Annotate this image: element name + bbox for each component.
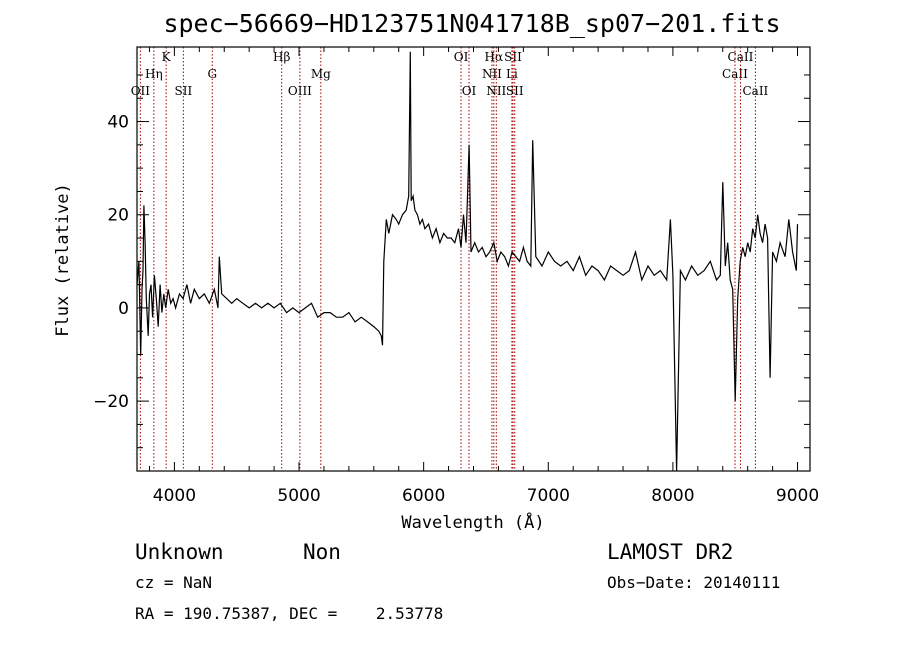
chart-title: spec−56669−HD123751N041718B_sp07−201.fit… bbox=[163, 9, 780, 38]
redshift-readout: cz = NaN bbox=[135, 573, 212, 592]
x-axis-label: Wavelength (Å) bbox=[401, 511, 544, 533]
x-tick-label-0: 4000 bbox=[153, 486, 196, 506]
marker-label-9: OI bbox=[462, 84, 477, 98]
y-axis-label: Flux (relative) bbox=[53, 183, 73, 337]
y-tick-label-1: 0 bbox=[118, 299, 129, 319]
marker-label-11: NII bbox=[482, 67, 502, 81]
marker-label-8: OI bbox=[454, 50, 469, 64]
x-tick-label-2: 6000 bbox=[402, 486, 445, 506]
marker-label-13: SII bbox=[504, 50, 522, 64]
x-tick-label-5: 9000 bbox=[776, 486, 819, 506]
marker-label-3: SII bbox=[175, 84, 193, 98]
marker-label-1: Hη bbox=[145, 67, 163, 81]
x-tick-label-4: 8000 bbox=[651, 486, 694, 506]
marker-label-4: G bbox=[207, 67, 217, 81]
y-tick-label-2: 20 bbox=[107, 206, 129, 226]
axis-ticks: 4000 5000 6000 7000 8000 9000 −20 0 20 40 bbox=[93, 47, 819, 506]
marker-label-5: Hβ bbox=[273, 50, 290, 64]
x-tick-label-3: 7000 bbox=[527, 486, 570, 506]
y-tick-label-0: −20 bbox=[93, 392, 129, 412]
marker-label-6: OIII bbox=[288, 84, 312, 98]
marker-label-15: SII bbox=[506, 84, 524, 98]
marker-label-18: CaII bbox=[742, 84, 768, 98]
plot-frame bbox=[136, 46, 811, 472]
object-class: Unknown bbox=[135, 540, 224, 564]
marker-label-17: CaII bbox=[728, 50, 754, 64]
marker-label-16: CaII bbox=[722, 67, 748, 81]
marker-label-2: K bbox=[162, 50, 172, 64]
line-markers: OIIHηKSIIGHβOIIIMgOIOIHαNIINIISIILiSIICa… bbox=[131, 47, 769, 471]
marker-label-0: OII bbox=[131, 84, 151, 98]
marker-label-14: Li bbox=[506, 67, 518, 81]
marker-label-7: Mg bbox=[311, 67, 331, 81]
coordinates-readout: RA = 190.75387, DEC = 2.53778 bbox=[135, 604, 443, 623]
spectrum-line bbox=[136, 51, 799, 472]
survey-name: LAMOST DR2 bbox=[607, 540, 733, 564]
y-tick-label-3: 40 bbox=[107, 113, 129, 133]
marker-label-12: NII bbox=[486, 84, 506, 98]
x-tick-label-1: 5000 bbox=[277, 486, 320, 506]
observation-date: Obs−Date: 20140111 bbox=[607, 573, 780, 592]
object-subclass: Non bbox=[303, 540, 341, 564]
marker-label-10: Hα bbox=[485, 50, 504, 64]
